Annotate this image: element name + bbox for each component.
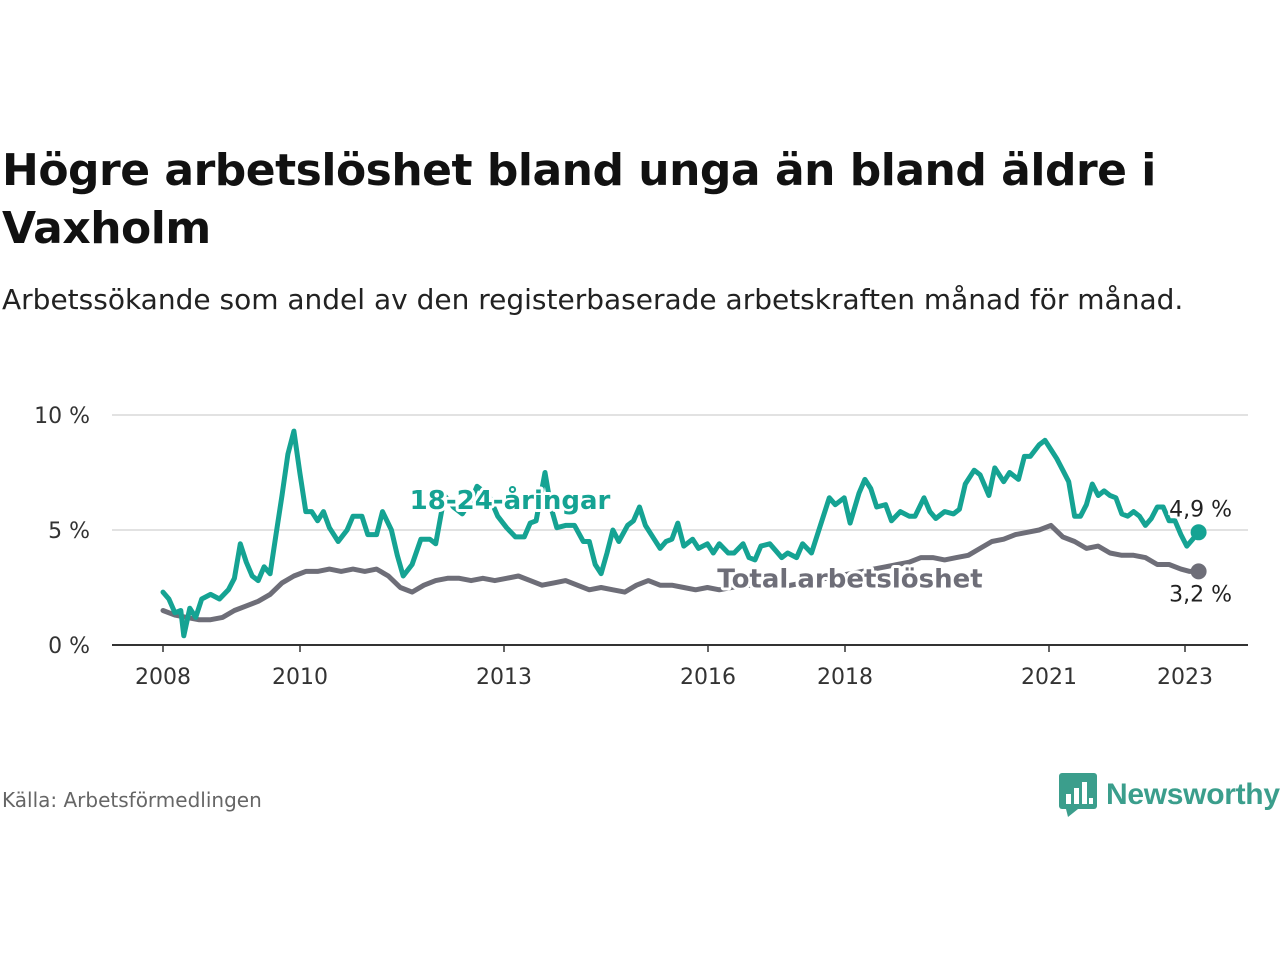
- axes: 0 % 5 % 10 % 2008 2010 2013 2016 2018 2021 2023: [34, 404, 1248, 690]
- series-lines: [160, 428, 1207, 639]
- y-tick-label: 0 %: [48, 634, 90, 659]
- x-tick-label: 2013: [476, 665, 532, 690]
- end-value-label-total: 3,2 %: [1169, 582, 1232, 607]
- chart-title: Högre arbetslöshet bland unga än bland ä…: [2, 145, 1156, 254]
- series-end-marker-youth: [1190, 524, 1207, 541]
- series-line-total: [160, 522, 1202, 623]
- series-end-marker-total: [1190, 563, 1207, 580]
- brand-logo[interactable]: Newsworthy: [1058, 772, 1280, 818]
- y-tick-label: 5 %: [48, 519, 90, 544]
- x-tick-label: 2016: [680, 665, 736, 690]
- x-tick-label: 2021: [1021, 665, 1077, 690]
- y-tick-label: 10 %: [34, 404, 90, 429]
- gridlines: [112, 414, 1248, 531]
- end-value-label-youth: 4,9 %: [1169, 497, 1232, 522]
- brand-name: Newsworthy: [1106, 778, 1280, 811]
- newsworthy-bar-chart-icon: [1059, 773, 1097, 817]
- series-line-youth: [160, 428, 1202, 639]
- x-tick-label: 2008: [135, 665, 191, 690]
- series-label-youth: 18-24-åringar: [410, 484, 611, 516]
- x-tick-label: 2018: [817, 665, 873, 690]
- x-tick-label: 2010: [272, 665, 328, 690]
- series-labels: 18-24-åringar 4,9 % Total arbetslöshet 3,2 …: [407, 481, 1234, 609]
- series-label-total: Total arbetslöshet: [717, 564, 982, 594]
- x-tick-label: 2023: [1157, 665, 1213, 690]
- line-chart: 0 % 5 % 10 % 2008 2010 2013 2016 2018 2021 2023 1…: [34, 404, 1248, 690]
- source-note: Källa: Arbetsförmedlingen: [2, 788, 262, 812]
- chart-subtitle: Arbetssökande som andel av den registerb…: [2, 283, 1184, 316]
